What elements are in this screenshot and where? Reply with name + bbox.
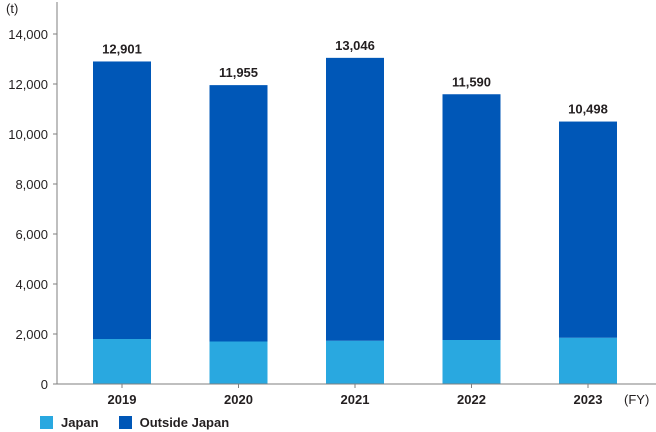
y-tick-label: 8,000	[15, 177, 48, 192]
legend-swatch-japan	[40, 416, 53, 429]
x-tick-label: 2020	[224, 392, 253, 407]
legend-label-japan: Japan	[61, 415, 99, 430]
legend-swatch-outside-japan	[118, 416, 132, 429]
x-tick-label: 2019	[108, 392, 137, 407]
x-tick-label: 2021	[341, 392, 370, 407]
bar-japan	[442, 340, 501, 384]
axes-group: 0 2,000 4,000 6,000 8,000 10,000 12,000 14,000 2…	[8, 2, 656, 407]
y-tick-label: 12,000	[8, 77, 48, 92]
total-label: 10,498	[568, 102, 608, 117]
legend-item-japan: Japan	[40, 415, 99, 430]
total-label: 11,590	[452, 74, 491, 89]
bars-group: 12,901 11,955 13,046 11,590 10,498	[93, 38, 617, 384]
bar-outside-japan	[326, 57, 384, 341]
bar-japan	[559, 337, 617, 384]
legend-label-outside-japan: Outside Japan	[139, 415, 230, 430]
y-axis-unit: (t)	[6, 1, 18, 16]
x-tick-label: 2022	[457, 392, 486, 407]
total-label: 12,901	[102, 41, 142, 56]
bar-outside-japan	[442, 94, 501, 340]
total-label: 13,046	[335, 38, 375, 53]
legend-item-outside-japan: Outside Japan	[118, 415, 230, 430]
y-tick-label: 10,000	[8, 127, 48, 142]
bar-japan	[93, 339, 151, 384]
y-tick-label: 0	[41, 377, 48, 392]
bar-japan	[326, 340, 384, 384]
bar-outside-japan	[559, 121, 617, 338]
bar-japan	[209, 341, 268, 384]
x-tick-label: 2023	[574, 392, 603, 407]
legend: Japan Outside Japan	[40, 415, 249, 430]
y-tick-label: 2,000	[15, 327, 48, 342]
total-label: 11,955	[219, 65, 258, 80]
x-axis-unit: (FY)	[624, 392, 649, 407]
y-tick-label: 4,000	[15, 277, 48, 292]
y-tick-label: 14,000	[8, 27, 48, 42]
y-tick-label: 6,000	[15, 227, 48, 242]
bar-outside-japan	[93, 61, 151, 339]
bar-outside-japan	[209, 85, 268, 342]
